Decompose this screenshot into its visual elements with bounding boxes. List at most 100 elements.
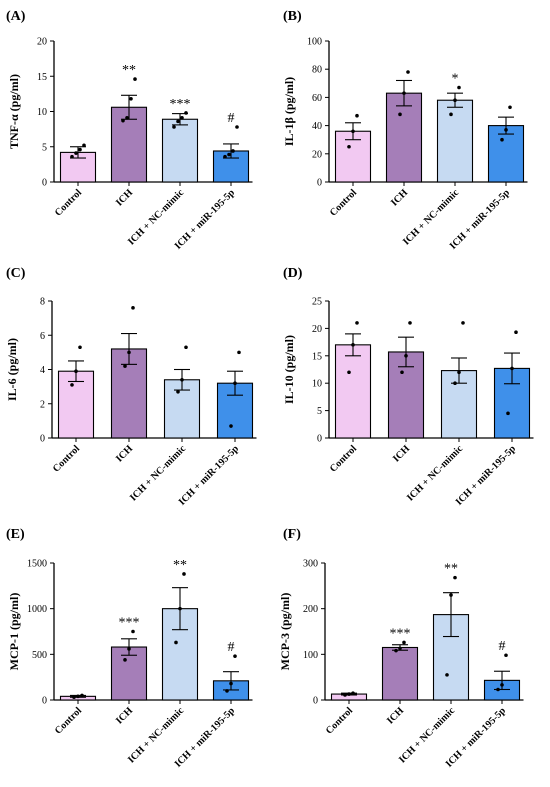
panel-5-y-tick-label: 200: [303, 604, 318, 615]
panel-2-data-point: [237, 350, 241, 355]
panel-1-category-label: Control: [328, 187, 359, 218]
panel-4-data-point: [80, 693, 84, 698]
panel-0-data-point: [121, 118, 125, 123]
panel-2-category-label: Control: [51, 443, 82, 474]
panel-0-y-tick-label: 15: [37, 72, 47, 83]
panel-1-data-point: [457, 85, 461, 90]
panel-1-data-point: [449, 112, 453, 117]
panel-5-label: (F): [283, 527, 301, 542]
panel-2-category-label: ICH: [114, 443, 135, 464]
panel-5-significance-label: #: [499, 639, 506, 654]
panel-4-data-point: [174, 640, 178, 645]
panel-3-y-tick-label: 10: [312, 379, 322, 390]
panel-0-category-label: Control: [53, 187, 84, 218]
panel-4-data-point: [178, 606, 182, 611]
panel-1-bar: [385, 92, 423, 183]
panel-0-data-point: [129, 97, 133, 101]
panel-3-data-point: [351, 343, 355, 347]
panel-1-data-point: [406, 70, 410, 74]
panel-0-data-point: [235, 125, 239, 129]
panel-4-significance-label: **: [173, 558, 187, 573]
panel-4-category-label: ICH: [114, 705, 135, 726]
panel-0-data-point: [125, 116, 129, 120]
panel-5-data-point: [445, 673, 449, 677]
panel-3-y-axis-label: IL-10 (pg/ml): [282, 335, 296, 404]
panel-0-category-label: ICH: [114, 187, 135, 208]
panel-0-data-point: [74, 151, 78, 155]
panel-0-y-tick-label: 10: [37, 107, 47, 118]
panel-3-data-point: [408, 321, 412, 325]
panel-3-data-point: [404, 354, 408, 358]
panel-1-y-tick-label: 0: [317, 178, 322, 189]
panel-1-data-point: [351, 129, 355, 134]
panel-4-y-tick-label: 0: [42, 696, 47, 707]
panel-5-data-point: [449, 593, 453, 597]
panel-1-y-tick-label: 100: [307, 37, 322, 48]
panel-5-category-label: Control: [324, 705, 355, 736]
panel-1-y-tick-label: 60: [312, 93, 322, 104]
panel-0-significance-label: ***: [170, 97, 191, 112]
panel-1-y-tick-label: 20: [312, 149, 322, 160]
panel-1-significance-label: *: [452, 72, 459, 87]
panel-1-data-point: [508, 105, 512, 110]
panel-3-data-point: [506, 411, 510, 416]
panel-2-y-tick-label: 4: [40, 365, 45, 376]
panel-1-category-label: ICH: [389, 187, 410, 208]
panel-5-data-point: [504, 653, 508, 658]
panel-5-data-point: [500, 683, 504, 687]
panel-4-data-point: [131, 629, 135, 634]
panel-3-data-point: [347, 370, 351, 375]
panel-0-data-point: [78, 147, 82, 152]
panel-2-y-axis-label: IL-6 (pg/ml): [5, 338, 19, 401]
panel-1-data-point: [398, 112, 402, 117]
panel-3-category-label: ICH: [391, 443, 412, 464]
panel-5-y-axis-label: MCP-3 (pg/ml): [278, 593, 292, 671]
panel-4-data-point: [76, 694, 80, 699]
panel-3-label: (D): [283, 266, 303, 281]
panel-5-data-point: [347, 692, 351, 696]
panel-3-y-tick-label: 20: [312, 324, 322, 335]
panel-3-y-tick-label: 0: [317, 434, 322, 445]
panel-4-significance-label: ***: [119, 616, 140, 631]
panel-1-data-point: [453, 98, 457, 103]
panel-1-data-point: [504, 128, 508, 132]
panel-4-y-axis-label: MCP-1 (pg/ml): [7, 593, 21, 671]
panel-4-significance-label: #: [228, 640, 235, 655]
panel-3-category-label: ICH + NC-mimic: [405, 443, 466, 504]
panel-3-data-point: [510, 366, 514, 371]
panel-5-data-point: [453, 575, 457, 580]
panel-4-category-label: Control: [53, 705, 84, 736]
panel-3-bar: [334, 344, 372, 439]
panel-2-data-point: [176, 389, 180, 394]
panel-0-y-tick-label: 20: [37, 37, 47, 48]
panel-5-category-label: ICH: [385, 705, 406, 726]
panel-3-data-point: [514, 330, 518, 335]
panel-2-data-point: [229, 424, 233, 428]
panel-0-label: (A): [6, 9, 26, 24]
panel-5-data-point: [398, 646, 402, 651]
panel-0-data-point: [133, 77, 137, 81]
panel-4-y-tick-label: 1500: [27, 559, 47, 570]
panel-0-data-point: [70, 154, 74, 159]
panel-4-y-tick-label: 1000: [27, 604, 47, 615]
panel-4-data-point: [229, 681, 233, 686]
panel-2-y-tick-label: 6: [40, 331, 45, 342]
panel-5-data-point: [351, 691, 355, 695]
panel-3-y-tick-label: 15: [312, 351, 322, 362]
panel-0-y-tick-label: 5: [42, 142, 47, 153]
panel-1-data-point: [500, 137, 504, 142]
panel-1-y-tick-label: 80: [312, 65, 322, 76]
panel-0-data-point: [231, 149, 235, 153]
panel-2-data-point: [70, 383, 74, 387]
panel-0-data-point: [180, 116, 184, 120]
panel-1-bar: [436, 99, 474, 183]
panel-4-data-point: [123, 658, 127, 662]
panel-1-label: (B): [283, 9, 302, 24]
panel-0-data-point: [176, 119, 180, 124]
panel-2-y-tick-label: 0: [40, 434, 45, 445]
panel-5-significance-label: **: [444, 562, 458, 577]
panel-4-data-point: [225, 689, 229, 693]
panel-3-y-tick-label: 25: [312, 297, 322, 308]
panel-2-data-point: [233, 381, 237, 386]
